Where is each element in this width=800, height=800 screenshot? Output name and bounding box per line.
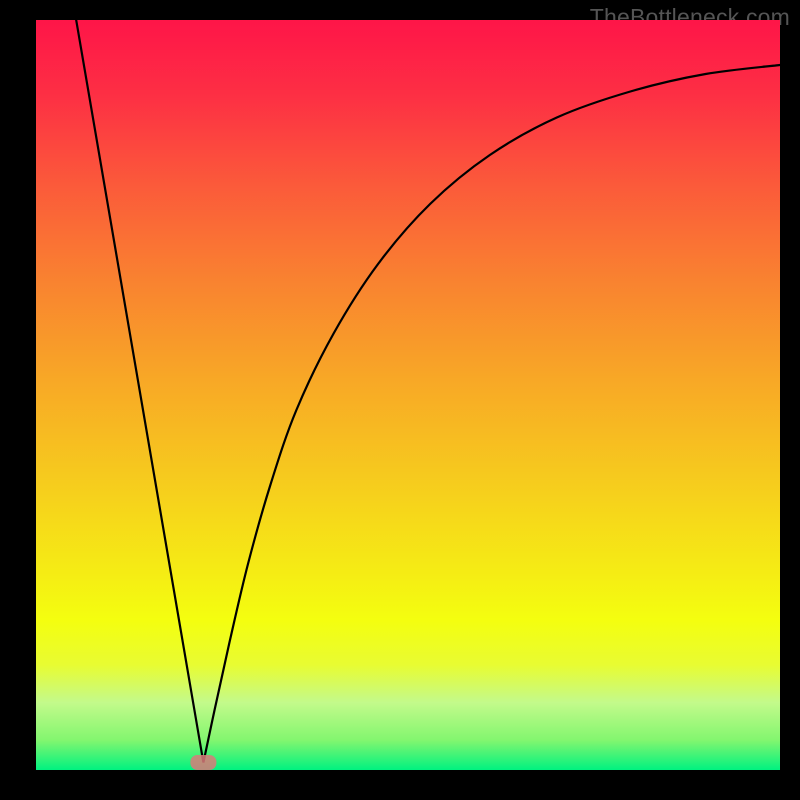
chart-canvas: TheBottleneck.com (0, 0, 800, 800)
plot-svg (36, 20, 780, 770)
minimum-marker (190, 755, 216, 770)
gradient-background (36, 20, 780, 770)
plot-area (36, 20, 780, 770)
